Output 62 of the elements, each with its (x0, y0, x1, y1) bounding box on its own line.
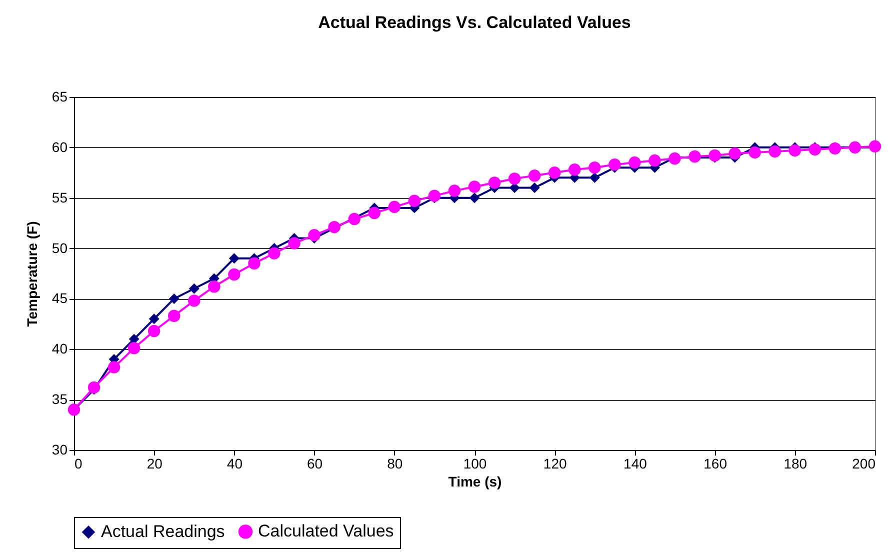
x-tick-label: 100 (463, 456, 487, 472)
x-tick-label: 160 (704, 456, 728, 472)
x-tick-label: 40 (226, 456, 243, 472)
point (88, 381, 100, 394)
point (708, 149, 721, 162)
x-tick-label: 80 (387, 456, 403, 472)
x-tick-label: 0 (74, 456, 82, 472)
point (448, 184, 461, 197)
y-tick-label: 30 (52, 442, 68, 458)
point (529, 182, 540, 194)
point (148, 314, 160, 324)
point (248, 257, 260, 270)
point (308, 229, 320, 242)
point (508, 172, 521, 185)
point (228, 268, 240, 281)
point (808, 143, 822, 156)
point (228, 253, 240, 264)
x-tick-label: 180 (784, 456, 808, 472)
point (548, 166, 561, 179)
y-axis-title: Temperature (F) (24, 221, 40, 327)
point (568, 164, 581, 176)
point (588, 161, 601, 174)
y-tick-label: 40 (52, 340, 68, 357)
point (628, 156, 641, 169)
point (268, 247, 280, 260)
point (728, 147, 741, 160)
point (428, 190, 441, 202)
point (188, 283, 200, 294)
point (108, 361, 120, 374)
point (768, 145, 781, 158)
point (488, 176, 501, 189)
point (408, 194, 421, 207)
point (128, 342, 140, 354)
point (528, 170, 541, 182)
x-tick-label: 140 (624, 456, 648, 472)
y-tick-label: 60 (52, 138, 68, 155)
point (208, 280, 220, 293)
point (168, 310, 180, 322)
point (469, 192, 480, 204)
x-tick-label: 60 (307, 456, 323, 472)
point (368, 206, 380, 220)
y-tick-label: 45 (52, 290, 68, 306)
x-axis-title: Time (s) (448, 474, 502, 490)
chart-title: Actual Readings Vs. Calculated Values (318, 13, 631, 32)
legend-label: Actual Readings (101, 522, 225, 542)
point (168, 293, 180, 304)
y-tick-label: 65 (52, 88, 68, 104)
y-tick-label: 35 (52, 391, 68, 408)
x-tick-label: 20 (146, 456, 163, 472)
point (648, 154, 661, 167)
point (589, 172, 600, 183)
x-tick-label: 200 (852, 456, 876, 472)
point (288, 237, 300, 250)
point (788, 144, 802, 157)
legend-label: Calculated Values (258, 522, 394, 541)
point (188, 294, 200, 307)
y-tick-label: 50 (52, 240, 68, 256)
y-tick-label: 55 (52, 189, 68, 206)
point (468, 180, 481, 193)
x-tick-label: 120 (543, 456, 567, 472)
point (748, 146, 761, 159)
point (148, 324, 160, 338)
